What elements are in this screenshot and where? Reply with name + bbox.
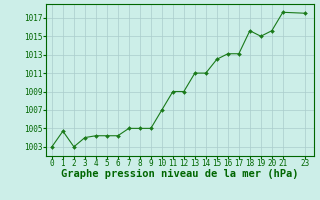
X-axis label: Graphe pression niveau de la mer (hPa): Graphe pression niveau de la mer (hPa) bbox=[61, 169, 299, 179]
